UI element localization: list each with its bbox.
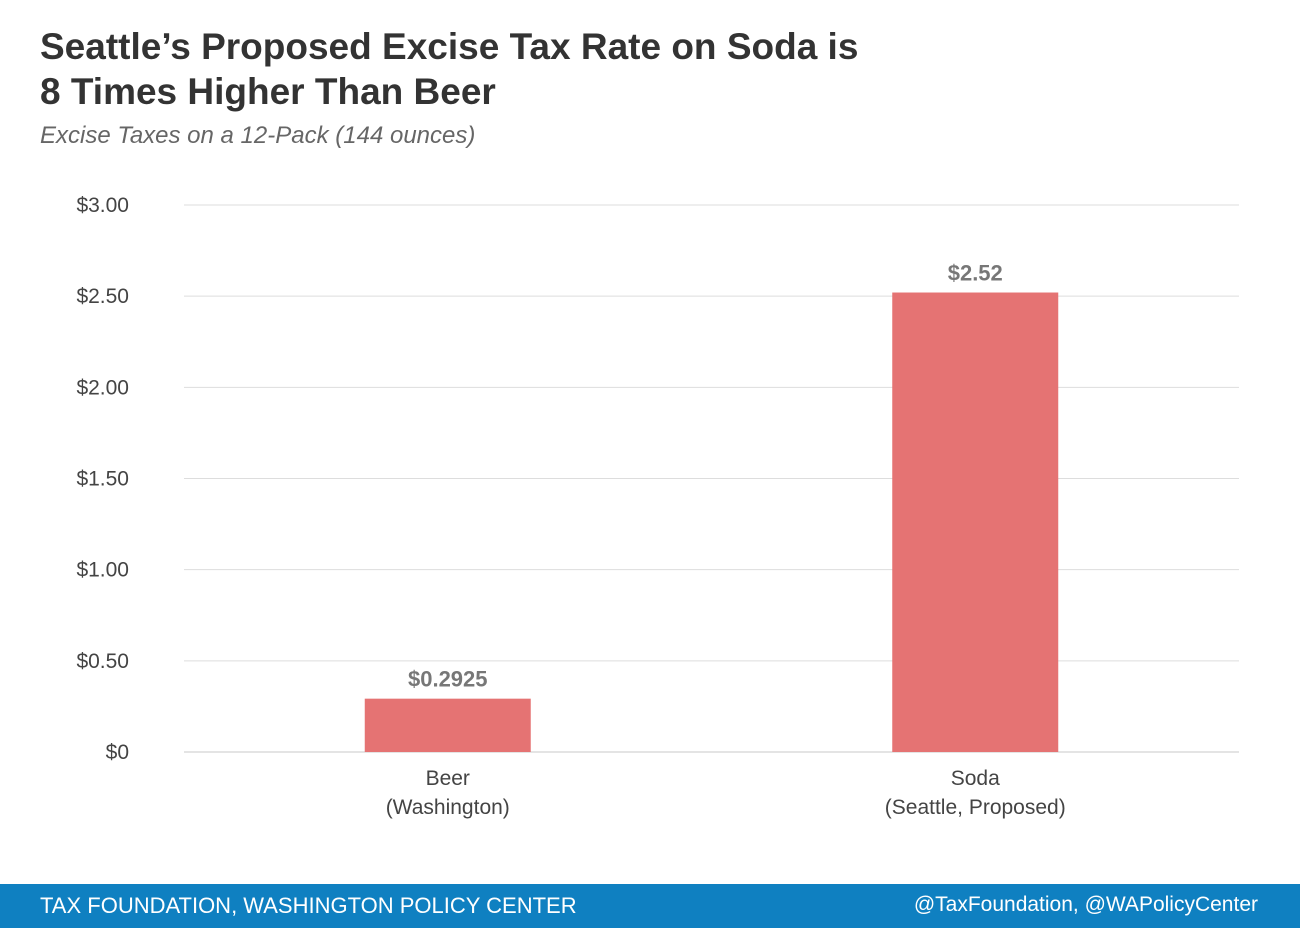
y-tick-label: $2.50 xyxy=(76,285,129,308)
y-tick-label: $0.50 xyxy=(76,650,129,673)
category-label: (Seattle, Proposed) xyxy=(885,796,1066,819)
chart-title: Seattle’s Proposed Excise Tax Rate on So… xyxy=(40,24,1240,114)
y-axis-tick-labels: $0 $0.50 $1.00 $1.50 $2.00 $2.50 $3.00 xyxy=(76,194,129,764)
bar xyxy=(364,698,531,752)
chart-subtitle: Excise Taxes on a 12-Pack (144 ounces) xyxy=(40,122,476,149)
footer-source: TAX FOUNDATION, WASHINGTON POLICY CENTER xyxy=(40,893,577,918)
gridlines xyxy=(184,204,1239,753)
bars xyxy=(364,292,1059,752)
y-tick-label: $0 xyxy=(106,741,129,764)
data-label: $2.52 xyxy=(948,261,1003,286)
y-tick-label: $1.00 xyxy=(76,559,129,582)
footer-social-handles: @TaxFoundation, @WAPolicyCenter xyxy=(913,893,1258,916)
chart-title-line-2: 8 Times Higher Than Beer xyxy=(40,71,496,112)
chart-title-line-1: Seattle’s Proposed Excise Tax Rate on So… xyxy=(40,26,859,67)
data-label: $0.2925 xyxy=(408,667,488,692)
bar xyxy=(892,292,1059,752)
category-label: (Washington) xyxy=(386,796,510,819)
category-label: Beer xyxy=(426,767,470,790)
x-axis-category-labels: Beer (Washington) Soda (Seattle, Proposed) xyxy=(386,767,1066,819)
data-labels: $0.2925 $2.52 xyxy=(408,261,1003,692)
y-tick-label: $1.50 xyxy=(76,468,129,491)
y-tick-label: $3.00 xyxy=(76,194,129,217)
bar-chart: $0 $0.50 $1.00 $1.50 $2.00 $2.50 $3.00 $0.2925… xyxy=(76,194,1239,819)
footer-bar: TAX FOUNDATION, WASHINGTON POLICY CENTER… xyxy=(0,884,1300,928)
category-label: Soda xyxy=(951,767,1000,790)
y-tick-label: $2.00 xyxy=(76,376,129,399)
